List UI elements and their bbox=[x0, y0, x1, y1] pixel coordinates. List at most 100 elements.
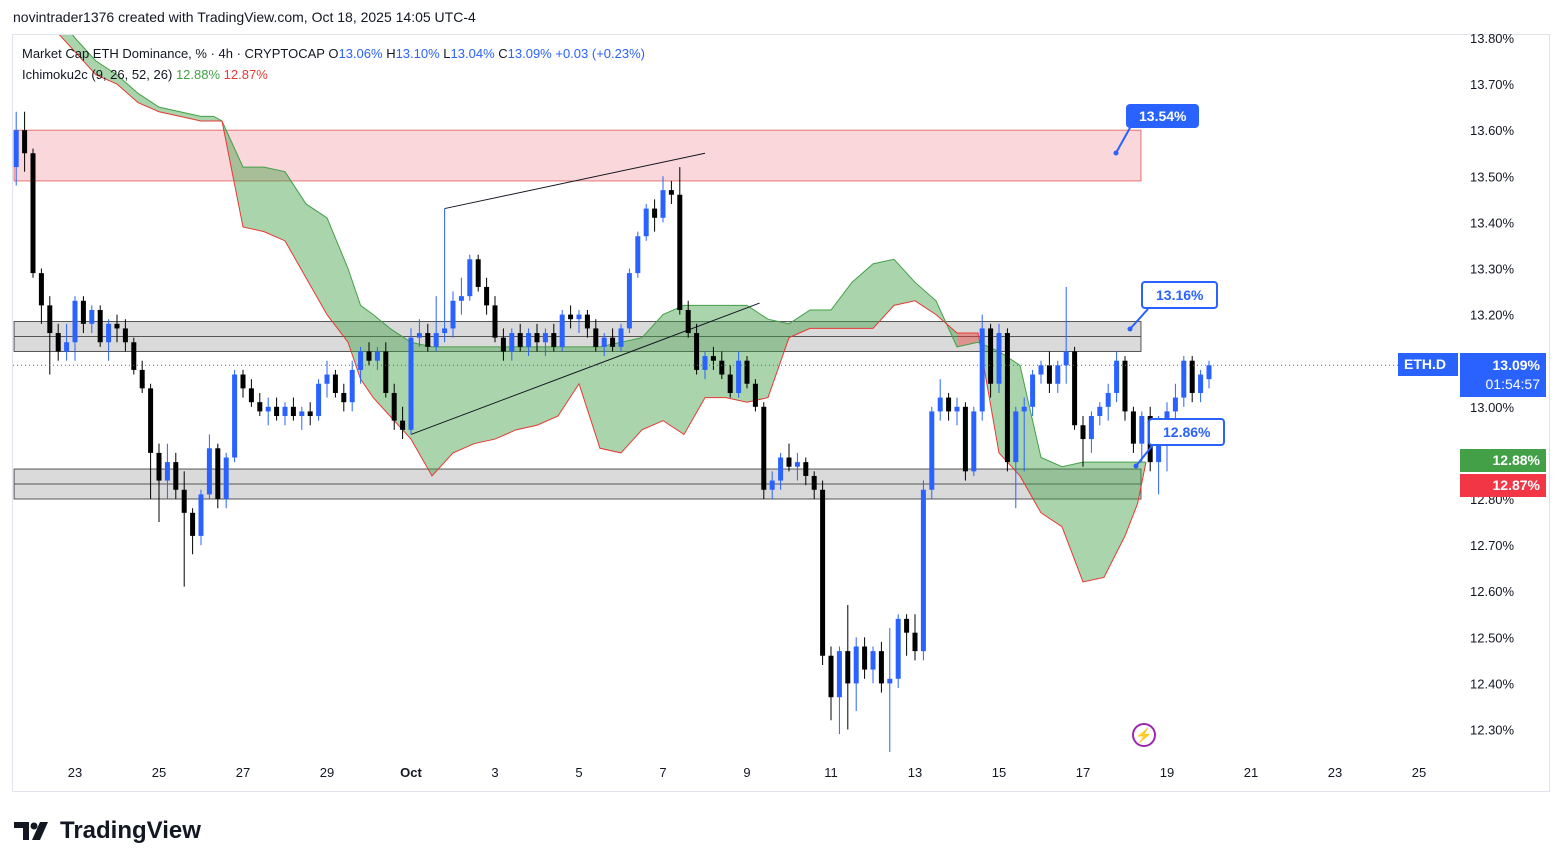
cloud-segment bbox=[894, 259, 915, 306]
candle-body bbox=[1088, 416, 1094, 440]
candle bbox=[610, 328, 616, 352]
cloud-segment bbox=[600, 342, 621, 453]
candle-body bbox=[904, 618, 910, 633]
candle-body bbox=[400, 420, 406, 430]
high-value: 13.10% bbox=[395, 46, 440, 61]
cloud-segment bbox=[16, 6, 33, 11]
cloud-segment bbox=[243, 167, 264, 232]
candle bbox=[761, 402, 767, 499]
candle-body bbox=[72, 300, 78, 343]
candle-body bbox=[576, 314, 582, 320]
cloud-span-a-line bbox=[72, 35, 1146, 468]
candle bbox=[710, 346, 716, 370]
candle bbox=[1088, 411, 1094, 453]
cloud-segment bbox=[1062, 462, 1083, 582]
candle-body bbox=[1013, 411, 1019, 463]
y-tick-label: 13.60% bbox=[1470, 123, 1515, 138]
candle-body bbox=[223, 457, 229, 499]
indicator-value-span-a: 12.88% bbox=[175, 67, 221, 82]
price-tag[interactable]: 13.09% 01:54:57 bbox=[1460, 353, 1546, 397]
cloud-segment bbox=[75, 38, 96, 75]
candle bbox=[954, 397, 960, 426]
y-tick-label: 13.40% bbox=[1470, 215, 1515, 230]
x-tick-label: 23 bbox=[68, 765, 82, 780]
candle-body bbox=[1114, 360, 1120, 393]
candle-body bbox=[1021, 406, 1027, 412]
cloud-segment bbox=[495, 346, 516, 440]
candle-body bbox=[30, 153, 36, 274]
candle bbox=[341, 383, 347, 412]
callout-anchor-2 bbox=[1127, 326, 1133, 332]
candle bbox=[526, 328, 532, 357]
candle-body bbox=[845, 651, 851, 684]
candle bbox=[80, 296, 86, 334]
candle bbox=[500, 328, 506, 361]
candle-body bbox=[1030, 374, 1036, 407]
candle-body bbox=[643, 208, 649, 237]
x-tick-label: 3 bbox=[491, 765, 498, 780]
candle bbox=[752, 379, 758, 412]
candle bbox=[408, 328, 414, 435]
candle bbox=[853, 637, 859, 712]
candle-body bbox=[341, 392, 347, 403]
y-tick-label: 12.60% bbox=[1470, 584, 1515, 599]
cloud-segment bbox=[558, 346, 579, 417]
cloud-segment bbox=[747, 305, 768, 403]
callout-pointer-3 bbox=[1135, 445, 1153, 467]
candle bbox=[307, 402, 313, 426]
x-tick-label: 19 bbox=[1160, 765, 1174, 780]
callout-pointers-layer bbox=[1113, 125, 1153, 469]
candle-body bbox=[794, 462, 800, 467]
candle-body bbox=[240, 374, 246, 389]
candle-body bbox=[946, 397, 952, 412]
symbol-name: Market Cap ETH Dominance, % · 4h · CRYPT… bbox=[22, 46, 325, 61]
candle-body bbox=[937, 397, 943, 412]
low-value: 13.04% bbox=[450, 46, 495, 61]
candle bbox=[811, 471, 817, 499]
candle-body bbox=[332, 374, 338, 393]
callout-top-level[interactable]: 13.54% bbox=[1126, 104, 1200, 128]
candle bbox=[190, 508, 196, 555]
cloud-segment bbox=[831, 282, 852, 329]
candle-body bbox=[181, 489, 187, 513]
candle-body bbox=[778, 457, 784, 481]
candle bbox=[1013, 406, 1019, 509]
candle-body bbox=[971, 411, 977, 472]
candle-body bbox=[114, 323, 120, 329]
indicator-value-span-b: 12.87% bbox=[223, 67, 268, 82]
candle-body bbox=[517, 333, 523, 347]
candle-body bbox=[1122, 360, 1128, 412]
symbol-tag[interactable]: ETH.D bbox=[1398, 353, 1458, 376]
candle-body bbox=[727, 374, 733, 393]
y-tick-label: 12.30% bbox=[1470, 723, 1515, 738]
candle bbox=[635, 231, 641, 278]
candle-body bbox=[1072, 351, 1078, 426]
indicator-legend[interactable]: Ichimoku2c (9, 26, 52, 26) 12.88% 12.87% bbox=[22, 67, 268, 82]
candle bbox=[920, 480, 926, 661]
candle bbox=[316, 379, 322, 421]
callout-pointer-2 bbox=[1129, 308, 1149, 330]
candle bbox=[652, 199, 658, 232]
candle bbox=[1063, 286, 1069, 384]
cloud-segment bbox=[810, 309, 831, 329]
candle-body bbox=[702, 356, 708, 370]
candle-body bbox=[736, 360, 742, 393]
cloud-segment bbox=[873, 259, 894, 329]
candle-body bbox=[1164, 411, 1170, 421]
candle bbox=[677, 167, 683, 315]
callout-low-level[interactable]: 12.86% bbox=[1148, 418, 1226, 446]
candle-body bbox=[173, 462, 179, 490]
candle bbox=[458, 277, 464, 315]
candle bbox=[114, 314, 120, 343]
callout-mid-level[interactable]: 13.16% bbox=[1141, 281, 1219, 309]
lightning-icon[interactable]: ⚡ bbox=[1132, 723, 1156, 747]
candle bbox=[164, 443, 170, 499]
trendline-2 bbox=[444, 152, 706, 210]
candle-body bbox=[416, 333, 422, 338]
symbol-legend[interactable]: Market Cap ETH Dominance, % · 4h · CRYPT… bbox=[22, 46, 645, 61]
tradingview-logo-text: TradingView bbox=[60, 817, 201, 844]
candle bbox=[240, 369, 246, 398]
cloud-segment bbox=[1125, 462, 1138, 536]
tradingview-logo[interactable]: TradingView bbox=[14, 817, 201, 845]
